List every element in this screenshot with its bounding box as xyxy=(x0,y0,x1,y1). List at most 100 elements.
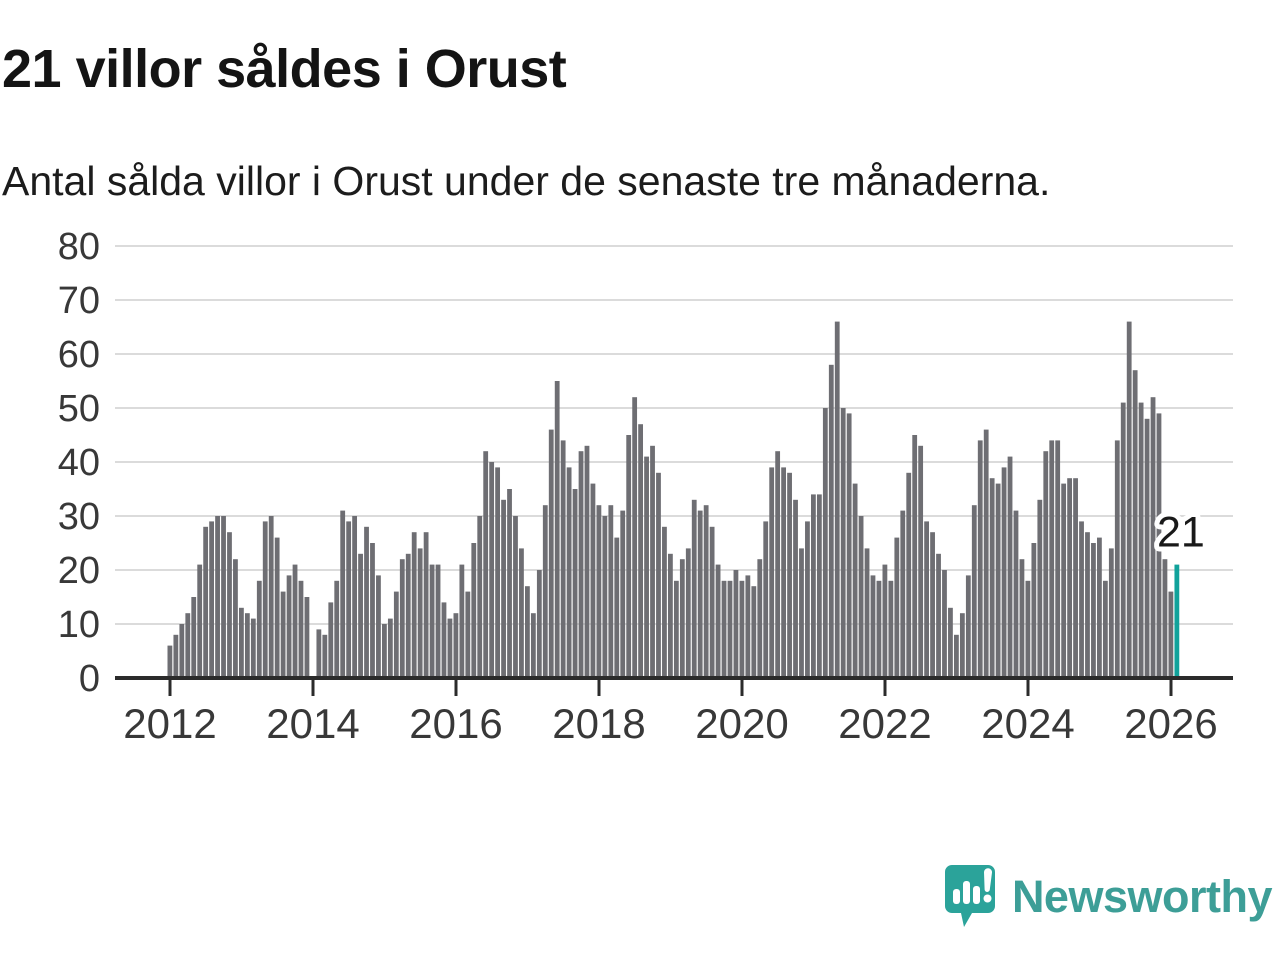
bar xyxy=(578,451,584,678)
bar xyxy=(846,413,852,678)
bar xyxy=(739,580,745,678)
bar xyxy=(858,516,864,678)
bar xyxy=(286,575,292,678)
bar xyxy=(1102,580,1108,678)
bar xyxy=(370,543,375,678)
bar xyxy=(542,505,548,678)
bar xyxy=(805,521,810,678)
bar xyxy=(1061,483,1067,678)
bar xyxy=(828,364,834,678)
bar xyxy=(1007,456,1013,678)
bar xyxy=(715,564,721,678)
y-axis-tick-label: 40 xyxy=(58,442,100,484)
bar xyxy=(185,613,191,678)
bar xyxy=(274,537,280,678)
bar xyxy=(1085,532,1090,678)
bar xyxy=(596,505,602,678)
bar xyxy=(1013,510,1019,678)
bar xyxy=(662,526,667,678)
bar xyxy=(215,516,220,678)
x-axis-tick-label: 2022 xyxy=(838,700,931,747)
bar xyxy=(1055,440,1061,678)
page-title: 21 villor såldes i Orust xyxy=(2,39,567,99)
bar xyxy=(614,537,620,678)
bar xyxy=(870,575,876,678)
y-axis-tick-label: 30 xyxy=(58,496,100,538)
bar xyxy=(501,499,506,678)
bar xyxy=(382,624,387,678)
bar xyxy=(233,559,238,678)
bar xyxy=(733,570,739,678)
y-axis-tick-label: 80 xyxy=(58,226,100,268)
bar xyxy=(435,564,441,678)
bar xyxy=(656,472,661,678)
y-axis-tick-label: 20 xyxy=(58,550,100,592)
bar xyxy=(745,575,751,678)
bar xyxy=(268,516,274,678)
x-axis-tick-label: 2016 xyxy=(409,700,502,747)
bar xyxy=(787,472,792,678)
bar xyxy=(554,381,560,678)
bar xyxy=(1037,499,1043,678)
bar xyxy=(447,618,453,678)
bar xyxy=(602,516,608,678)
bar xyxy=(977,440,983,678)
bar xyxy=(834,321,840,678)
bar xyxy=(727,580,733,678)
bar xyxy=(632,397,638,678)
bar xyxy=(399,559,405,678)
bar xyxy=(906,472,912,678)
bar xyxy=(679,559,685,678)
bar xyxy=(227,532,232,678)
bar xyxy=(1067,478,1073,678)
highlighted-bar xyxy=(1174,564,1180,678)
bar xyxy=(203,526,209,678)
bar xyxy=(167,645,173,678)
bar xyxy=(668,553,673,678)
bar xyxy=(1091,543,1096,678)
bar xyxy=(703,505,709,678)
bar xyxy=(316,629,322,678)
bar xyxy=(1019,559,1025,678)
y-axis-tick-label: 10 xyxy=(58,604,100,646)
bar xyxy=(751,586,757,678)
newsworthy-logo: Newsworthy xyxy=(944,864,1273,930)
bar xyxy=(620,510,626,678)
bar xyxy=(840,408,846,678)
bar xyxy=(590,483,596,678)
bar xyxy=(536,570,542,678)
bar xyxy=(459,564,465,678)
bar xyxy=(292,564,298,678)
bar xyxy=(566,467,572,678)
bar xyxy=(530,613,536,678)
bar xyxy=(864,548,870,678)
bar xyxy=(429,564,435,678)
bar xyxy=(358,553,363,678)
bar xyxy=(995,483,1001,678)
bar xyxy=(1073,478,1078,678)
bar xyxy=(959,613,965,678)
bar xyxy=(507,489,512,678)
bar xyxy=(584,445,590,678)
bar xyxy=(346,521,352,678)
bar xyxy=(1132,370,1138,678)
bar xyxy=(1138,402,1144,678)
bar xyxy=(697,510,703,678)
last-value-annotation: 21 xyxy=(1157,509,1205,557)
bar xyxy=(1031,543,1037,678)
bar xyxy=(221,516,226,678)
bar xyxy=(900,510,906,678)
bar xyxy=(393,591,399,678)
bar xyxy=(1097,537,1102,678)
bar xyxy=(793,499,798,678)
bar xyxy=(924,521,930,678)
bar xyxy=(280,591,286,678)
bar xyxy=(1001,467,1007,678)
bar xyxy=(1150,397,1156,678)
bar xyxy=(763,521,769,678)
bar xyxy=(989,478,995,678)
bar xyxy=(673,580,679,678)
bar xyxy=(1168,591,1174,678)
